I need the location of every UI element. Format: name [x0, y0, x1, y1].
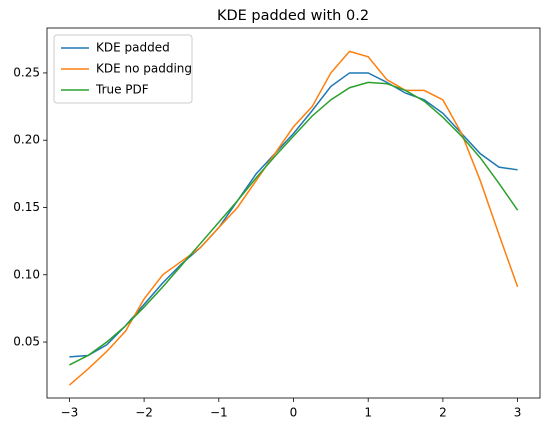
y-tick-label: 0.10: [13, 267, 40, 281]
legend: KDE padded KDE no padding True PDF: [53, 34, 193, 104]
y-tick-label: 0.20: [13, 133, 40, 147]
y-tick-label: 0.25: [13, 65, 40, 79]
x-tick-label: −3: [61, 406, 79, 420]
x-tick-label: 0: [290, 406, 298, 420]
line-series: [69, 81, 519, 366]
legend-box: [53, 34, 193, 104]
legend-label: True PDF: [95, 83, 149, 97]
line-series: [69, 72, 518, 358]
y-tick-label: 0.15: [13, 200, 40, 214]
legend-label: KDE padded: [96, 41, 170, 55]
chart-title: KDE padded with 0.2: [217, 8, 369, 24]
x-tick-label: 3: [514, 406, 522, 420]
x-tick-label: 1: [364, 406, 372, 420]
plot-frame: [46, 27, 541, 399]
line-series: [68, 50, 519, 386]
legend-label: KDE no padding: [96, 62, 192, 76]
y-tick-label: 0.05: [13, 335, 40, 349]
x-tick-label: −2: [135, 406, 153, 420]
x-tick-label: −1: [210, 406, 228, 420]
x-tick-label: 2: [439, 406, 447, 420]
